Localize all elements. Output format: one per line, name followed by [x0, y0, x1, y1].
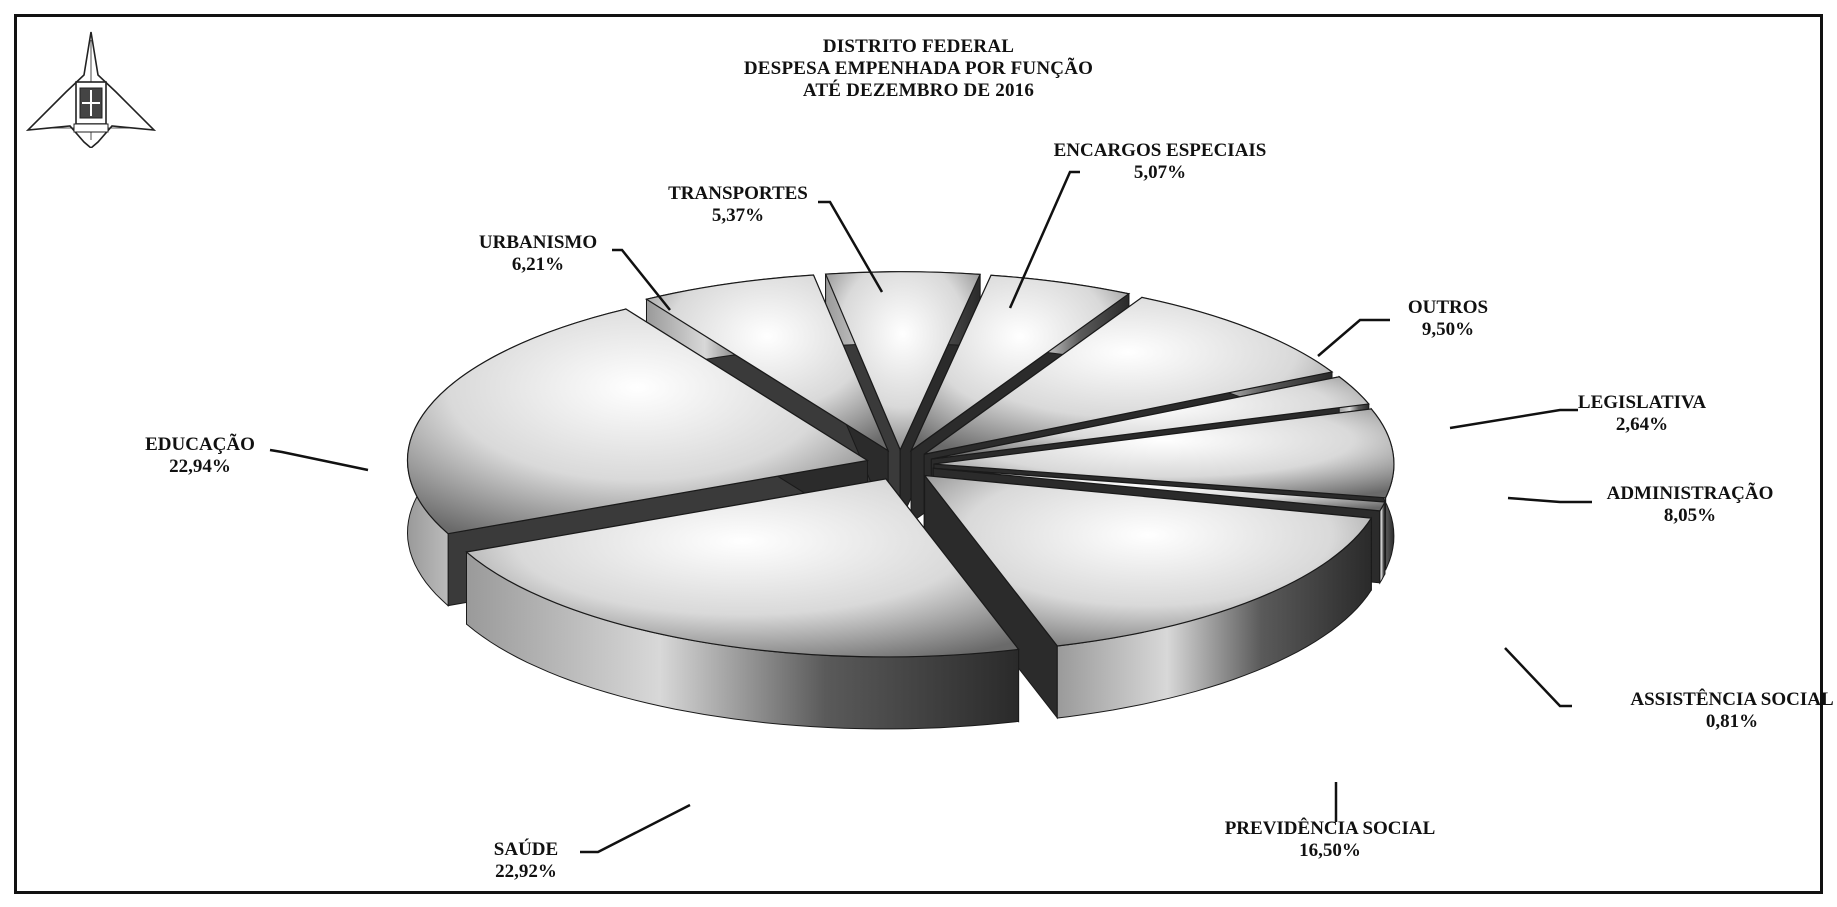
- slice-value-label-1: 9,50%: [1422, 319, 1474, 340]
- pie-slice-6: [465, 477, 1020, 730]
- slice-value-label-6: 22,92%: [495, 861, 557, 882]
- slice-label-4: ASSISTÊNCIA SOCIAL: [1630, 688, 1833, 710]
- slice-label-3: ADMINISTRAÇÃO: [1607, 482, 1774, 504]
- title-line-3: ATÉ DEZEMBRO DE 2016: [802, 80, 1035, 101]
- pie-slice-5: [923, 474, 1373, 720]
- leader-line-7: [269, 448, 369, 472]
- slice-label-0: ENCARGOS ESPECIAIS: [1054, 140, 1267, 161]
- slice-label-6: SAÚDE: [494, 838, 558, 860]
- slice-value-label-9: 5,37%: [712, 205, 764, 226]
- slice-value-label-8: 6,21%: [512, 254, 564, 275]
- slice-value-label-3: 8,05%: [1664, 505, 1716, 526]
- slice-value-label-5: 16,50%: [1299, 840, 1361, 861]
- leader-line-4: [1504, 647, 1572, 708]
- slice-value-label-2: 2,64%: [1616, 414, 1668, 435]
- leader-line-3: [1507, 496, 1592, 504]
- slices-layer: [406, 271, 1395, 730]
- leader-line-8: [612, 248, 671, 311]
- title-line-1: DISTRITO FEDERAL: [822, 36, 1015, 57]
- slice-value-label-4: 0,81%: [1706, 711, 1758, 732]
- slice-label-5: PREVIDÊNCIA SOCIAL: [1225, 817, 1436, 839]
- title-line-2: DESPESA EMPENHADA POR FUNÇÃO: [743, 58, 1094, 79]
- slice-label-8: URBANISMO: [479, 232, 597, 253]
- leaders-layer: [269, 170, 1592, 854]
- leader-line-0: [1008, 170, 1080, 309]
- leader-line-9: [818, 200, 884, 293]
- slice-value-label-0: 5,07%: [1134, 162, 1186, 183]
- leader-line-2: [1449, 408, 1578, 430]
- chart-title: DISTRITO FEDERAL DESPESA EMPENHADA POR F…: [0, 36, 1837, 102]
- leader-line-1: [1317, 318, 1390, 357]
- slice-label-1: OUTROS: [1408, 297, 1488, 318]
- slice-label-7: EDUCAÇÃO: [145, 433, 255, 455]
- brasilia-coat-of-arms-icon: [26, 31, 156, 148]
- slice-label-9: TRANSPORTES: [668, 183, 808, 204]
- slice-value-label-7: 22,94%: [169, 456, 231, 477]
- leader-line-6: [580, 803, 691, 854]
- slice-label-2: LEGISLATIVA: [1578, 392, 1706, 413]
